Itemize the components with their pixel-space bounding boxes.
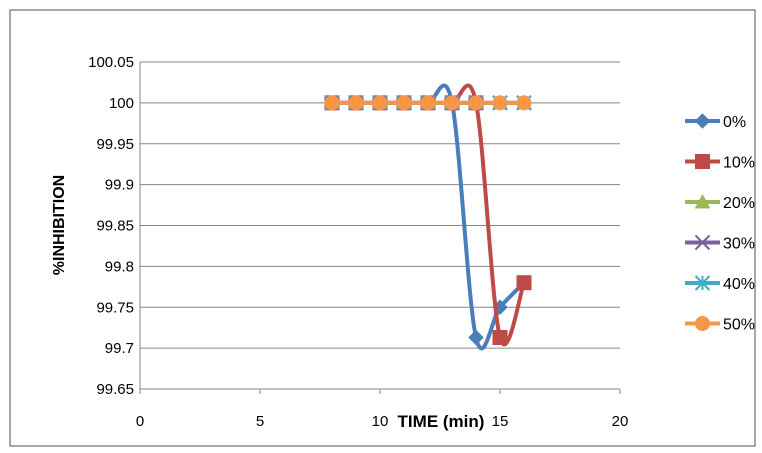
- y-tick-label: 99.8: [105, 258, 134, 275]
- x-tick-label: 5: [256, 413, 264, 430]
- legend-marker-stroke: [694, 234, 711, 251]
- data-point: [468, 329, 484, 346]
- series-group: [324, 83, 532, 351]
- legend-marker: [694, 234, 711, 251]
- legend-entry: 40%: [685, 275, 755, 293]
- legend-label: 30%: [723, 236, 755, 253]
- data-point: [324, 95, 340, 111]
- data-point: [468, 95, 484, 111]
- data-point: [516, 275, 532, 291]
- data-point: [492, 95, 508, 111]
- legend-label: 20%: [723, 195, 755, 212]
- legend-label: 0%: [723, 114, 746, 131]
- legend-marker: [695, 154, 710, 169]
- chart-border: [9, 9, 756, 447]
- x-tick-label: 15: [492, 413, 509, 430]
- x-tick-label: 20: [612, 413, 629, 430]
- legend-entry: 30%: [685, 234, 755, 253]
- x-tick-label: 10: [372, 413, 389, 430]
- legend-marker: [694, 193, 711, 209]
- data-point: [396, 95, 412, 111]
- y-tick-label: 99.85: [96, 218, 134, 235]
- x-axis-title: TIME (min): [398, 412, 485, 431]
- legend-entry: 20%: [685, 193, 755, 212]
- legend-entry: 50%: [685, 316, 755, 334]
- series-5: [324, 95, 532, 111]
- y-axis-title: %INHIBITION: [51, 175, 68, 275]
- y-tick-label: 99.7: [105, 340, 134, 357]
- legend-entry: 0%: [685, 113, 746, 131]
- data-point: [492, 329, 508, 345]
- y-tick-label: 100.05: [88, 54, 134, 71]
- y-tick-label: 99.65: [96, 381, 134, 398]
- legend-label: 10%: [723, 155, 755, 172]
- y-tick-label: 99.9: [105, 177, 134, 194]
- legend-marker: [694, 113, 711, 129]
- x-tick-label: 0: [136, 413, 144, 430]
- legend-label: 50%: [723, 317, 755, 334]
- legend-label: 40%: [723, 276, 755, 293]
- data-point: [444, 95, 460, 111]
- data-point: [372, 95, 388, 111]
- legend-marker: [695, 316, 710, 331]
- y-tick-label: 100: [109, 95, 134, 112]
- data-point: [516, 95, 532, 111]
- legend-entry: 10%: [685, 154, 755, 172]
- axes: 99.6599.799.7599.899.8599.999.95100100.0…: [88, 54, 628, 430]
- data-point: [348, 95, 364, 111]
- legend-marker: [694, 275, 711, 291]
- y-tick-label: 99.75: [96, 299, 134, 316]
- data-point: [420, 95, 436, 111]
- y-tick-label: 99.95: [96, 136, 134, 153]
- legend: 0% 10% 20% 30% 40% 50%: [685, 113, 755, 334]
